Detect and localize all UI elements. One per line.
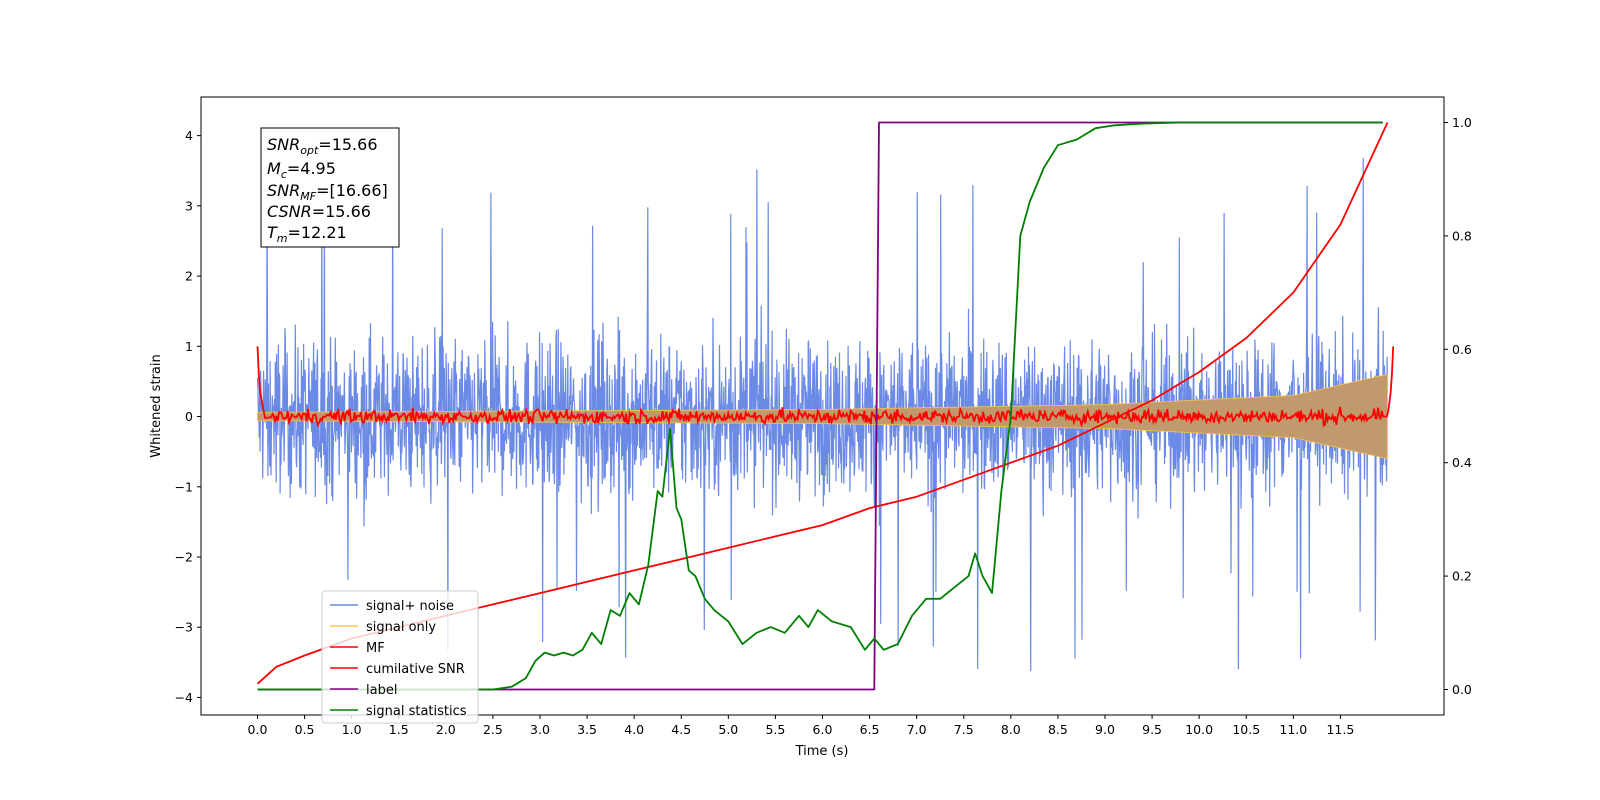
y-tick-label: 3 bbox=[185, 198, 193, 213]
x-tick-label: 2.5 bbox=[483, 722, 503, 737]
legend-label-label: label bbox=[366, 683, 397, 698]
annotation-mc: Mc=4.95 bbox=[267, 159, 336, 181]
x-tick-label: 1.5 bbox=[389, 722, 409, 737]
y-tick-label: 2 bbox=[185, 269, 193, 284]
x-tick-label: 2.0 bbox=[436, 722, 456, 737]
y2-tick-label: 0.2 bbox=[1452, 569, 1472, 584]
y-tick-label: −2 bbox=[175, 549, 193, 564]
x-tick-label: 5.0 bbox=[718, 722, 738, 737]
y-axis-ticks: 4 3 2 1 0 −1 −2 −3 −4 bbox=[175, 128, 201, 705]
legend-frame bbox=[321, 590, 479, 724]
y-tick-label: −4 bbox=[175, 690, 193, 705]
x-tick-label: 7.5 bbox=[954, 722, 974, 737]
y2-tick-label: 0.6 bbox=[1452, 342, 1472, 357]
y-tick-label: 0 bbox=[185, 409, 193, 424]
y2-tick-label: 0.0 bbox=[1452, 682, 1472, 697]
y-tick-label: −3 bbox=[175, 620, 193, 635]
x-tick-label: 8.5 bbox=[1048, 722, 1068, 737]
x-tick-label: 10.0 bbox=[1185, 722, 1213, 737]
annotation-tm: Tm=12.21 bbox=[267, 223, 347, 245]
x-axis-label: Time (s) bbox=[795, 744, 849, 759]
legend-label-mf: MF bbox=[366, 641, 385, 656]
annotation-snr-mf: SNRMF=[16.66] bbox=[267, 181, 388, 203]
series-signal-only bbox=[257, 373, 1388, 460]
x-tick-label: 11.0 bbox=[1279, 722, 1307, 737]
x-tick-label: 5.5 bbox=[765, 722, 785, 737]
y-tick-label: 4 bbox=[185, 128, 193, 143]
series-mf bbox=[256, 346, 1395, 428]
x-tick-label: 10.5 bbox=[1232, 722, 1260, 737]
x-tick-label: 4.5 bbox=[671, 722, 691, 737]
y2-tick-label: 0.8 bbox=[1452, 228, 1472, 243]
y-tick-label: 1 bbox=[185, 339, 193, 354]
x-tick-label: 6.5 bbox=[860, 722, 880, 737]
series-signal-statistics bbox=[257, 121, 1383, 691]
annotation-csnr: CSNR=15.66 bbox=[267, 202, 371, 221]
legend-label-signal-statistics: signal statistics bbox=[366, 704, 467, 719]
y2-tick-label: 0.4 bbox=[1452, 455, 1472, 470]
y2-tick-label: 1.0 bbox=[1452, 115, 1472, 130]
x-tick-label: 4.0 bbox=[624, 722, 644, 737]
x-tick-label: 3.0 bbox=[530, 722, 550, 737]
annotation-frame bbox=[260, 127, 400, 248]
annotation-snr-opt: SNRopt=15.66 bbox=[267, 135, 378, 157]
x-tick-label: 0.0 bbox=[248, 722, 268, 737]
x-tick-label: 11.5 bbox=[1326, 722, 1354, 737]
x-axis-ticks: 0.0 0.5 1.0 1.5 2.0 2.5 3.0 3.5 4.0 4.5 5.0 5.5 6.0 6… bbox=[248, 715, 1354, 737]
x-tick-label: 9.5 bbox=[1142, 722, 1162, 737]
x-tick-label: 6.0 bbox=[813, 722, 833, 737]
y2-axis-ticks: 1.0 0.8 0.6 0.4 0.2 0.0 bbox=[1444, 115, 1472, 697]
legend: signal+ noise signal only MF cumilative … bbox=[321, 590, 479, 724]
y-tick-label: −1 bbox=[175, 479, 193, 494]
y-axis-label: Whitened strain bbox=[149, 354, 164, 457]
x-tick-label: 0.5 bbox=[295, 722, 315, 737]
annotation-box: SNRopt=15.66 Mc=4.95 SNRMF=[16.66] CSNR=… bbox=[260, 127, 400, 248]
legend-label-signal-only: signal only bbox=[366, 620, 436, 635]
x-tick-label: 3.5 bbox=[577, 722, 597, 737]
legend-label-signal-noise: signal+ noise bbox=[366, 599, 454, 614]
legend-label-cumulative-snr: cumilative SNR bbox=[366, 662, 465, 677]
series-label bbox=[257, 121, 1383, 691]
x-tick-label: 8.0 bbox=[1001, 722, 1021, 737]
x-tick-label: 9.0 bbox=[1095, 722, 1115, 737]
x-tick-label: 1.0 bbox=[342, 722, 362, 737]
x-tick-label: 7.0 bbox=[907, 722, 927, 737]
